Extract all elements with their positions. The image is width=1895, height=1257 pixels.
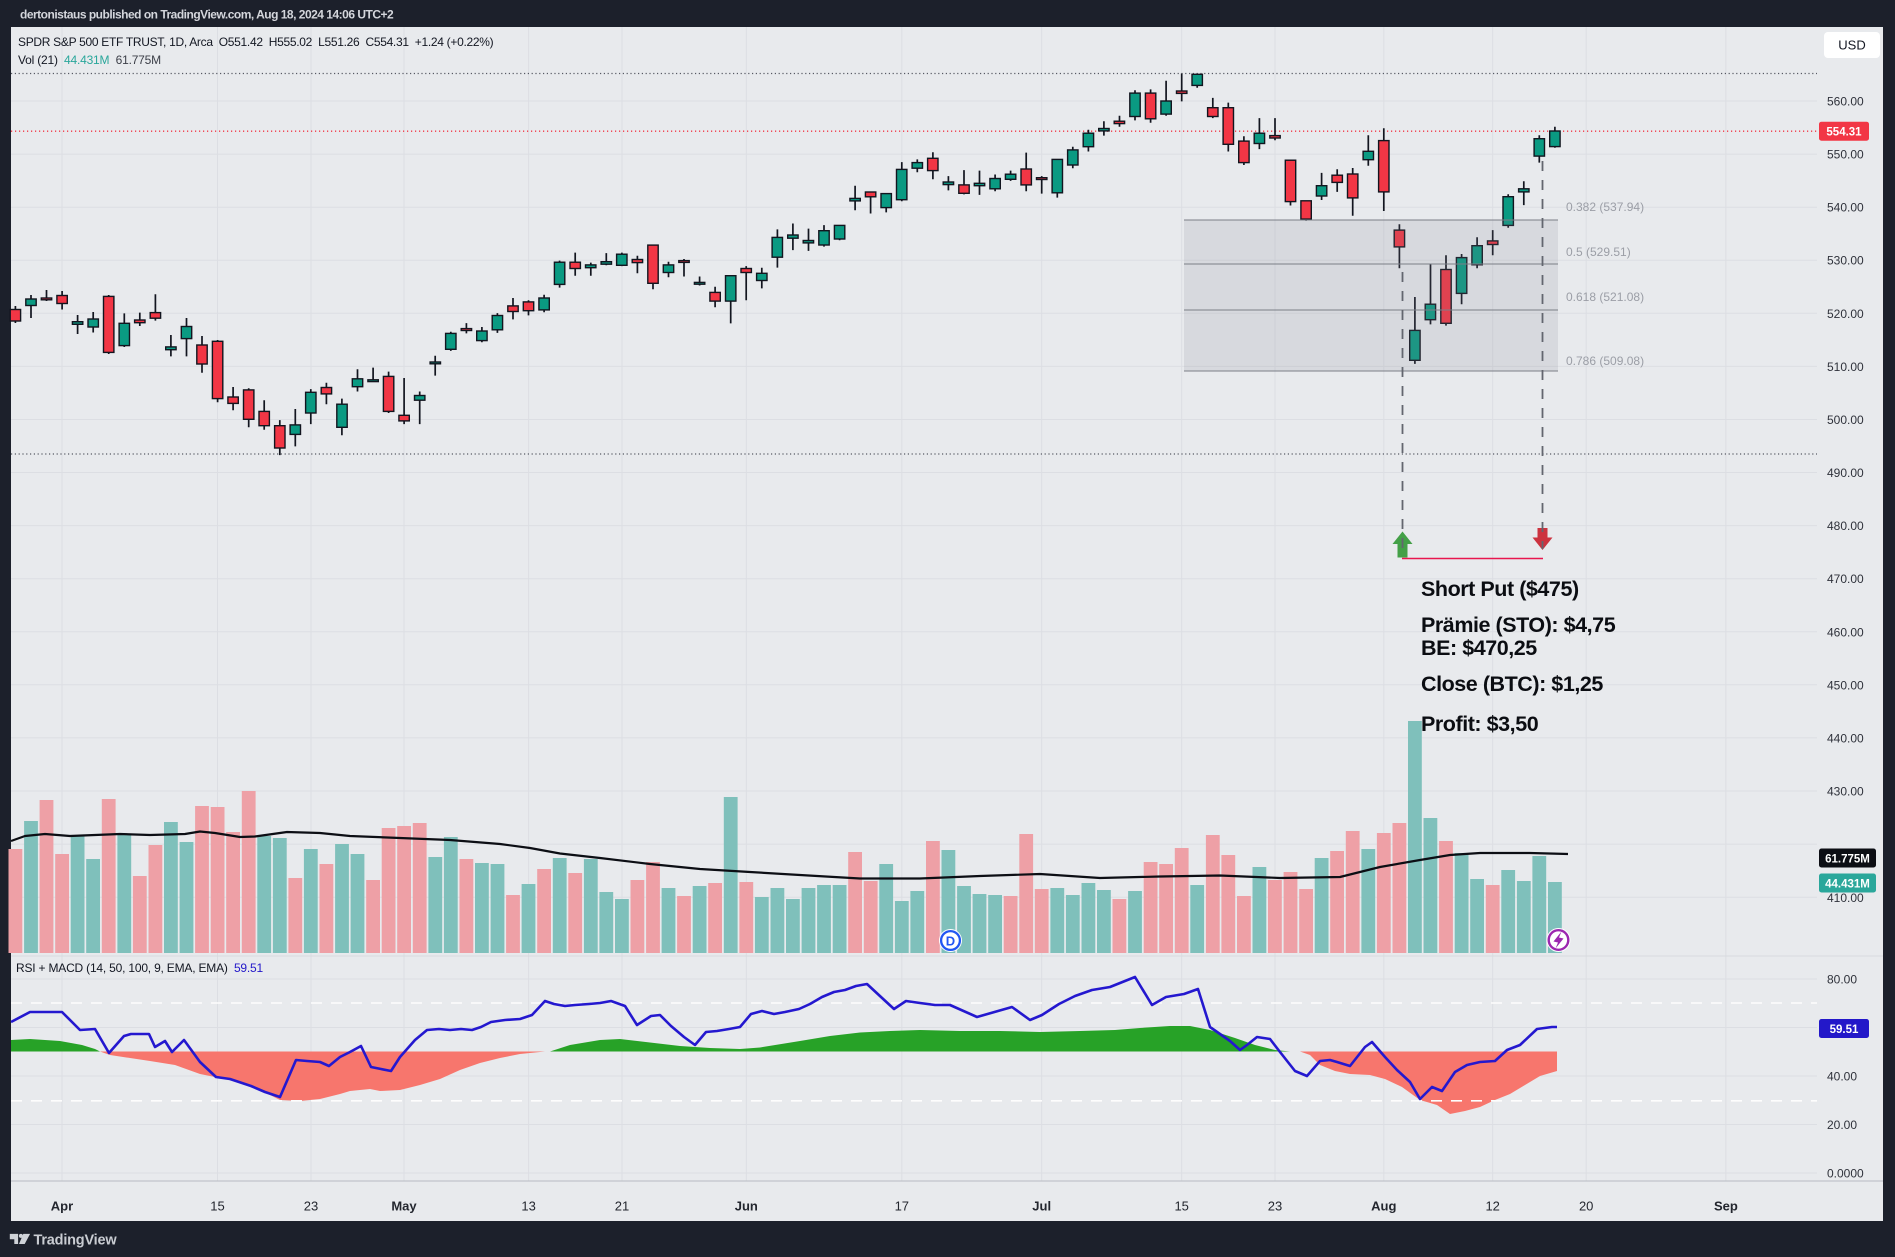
svg-text:Aug: Aug	[1371, 1199, 1396, 1214]
svg-text:40.00: 40.00	[1827, 1070, 1857, 1084]
svg-text:44.431M: 44.431M	[1825, 878, 1870, 890]
svg-text:20.00: 20.00	[1827, 1118, 1857, 1132]
svg-text:Vol (21) 44.431M 61.775M: Vol (21) 44.431M 61.775M	[18, 53, 161, 67]
svg-text:D: D	[946, 934, 955, 949]
svg-text:550.00: 550.00	[1827, 148, 1864, 162]
svg-text:17: 17	[895, 1199, 909, 1214]
svg-text:430.00: 430.00	[1827, 785, 1864, 799]
svg-text:TradingView: TradingView	[34, 1232, 118, 1248]
svg-text:59.51: 59.51	[1830, 1024, 1859, 1036]
svg-text:May: May	[391, 1199, 417, 1214]
svg-text:520.00: 520.00	[1827, 307, 1864, 321]
svg-text:450.00: 450.00	[1827, 678, 1864, 692]
svg-text:0.5 (529.51): 0.5 (529.51)	[1566, 245, 1631, 259]
svg-text:12: 12	[1485, 1199, 1499, 1214]
svg-text:Short Put ($475): Short Put ($475)	[1421, 577, 1579, 601]
svg-text:SPDR S&P 500 ETF TRUST, 1D, Ar: SPDR S&P 500 ETF TRUST, 1D, Arca O551.42…	[18, 35, 494, 49]
svg-text:540.00: 540.00	[1827, 201, 1864, 215]
svg-text:510.00: 510.00	[1827, 360, 1864, 374]
svg-text:0.786 (509.08): 0.786 (509.08)	[1566, 354, 1644, 368]
svg-text:500.00: 500.00	[1827, 413, 1864, 427]
svg-text:490.00: 490.00	[1827, 466, 1864, 480]
svg-text:20: 20	[1579, 1199, 1593, 1214]
svg-text:BE: $470,25: BE: $470,25	[1421, 636, 1537, 660]
svg-text:0.382 (537.94): 0.382 (537.94)	[1566, 200, 1644, 214]
svg-text:23: 23	[1268, 1199, 1282, 1214]
svg-text:Jul: Jul	[1032, 1199, 1051, 1214]
svg-text:61.775M: 61.775M	[1825, 853, 1870, 865]
svg-text:15: 15	[1174, 1199, 1188, 1214]
svg-text:Prämie (STO): $4,75: Prämie (STO): $4,75	[1421, 613, 1616, 637]
svg-text:21: 21	[615, 1199, 629, 1214]
svg-text:0.618 (521.08): 0.618 (521.08)	[1566, 290, 1644, 304]
svg-text:0.0000: 0.0000	[1827, 1167, 1864, 1181]
svg-text:Profit: $3,50: Profit: $3,50	[1421, 712, 1539, 736]
svg-text:470.00: 470.00	[1827, 572, 1864, 586]
svg-text:Sep: Sep	[1714, 1199, 1738, 1214]
svg-text:13: 13	[521, 1199, 535, 1214]
svg-text:Apr: Apr	[51, 1199, 73, 1214]
svg-text:USD: USD	[1838, 38, 1865, 53]
svg-text:80.00: 80.00	[1827, 973, 1857, 987]
svg-text:554.31: 554.31	[1826, 127, 1862, 139]
svg-text:15: 15	[210, 1199, 224, 1214]
svg-text:Jun: Jun	[735, 1199, 758, 1214]
svg-text:460.00: 460.00	[1827, 625, 1864, 639]
svg-text:530.00: 530.00	[1827, 254, 1864, 268]
svg-text:440.00: 440.00	[1827, 731, 1864, 745]
svg-text:RSI + MACD (14, 50, 100, 9, EM: RSI + MACD (14, 50, 100, 9, EMA, EMA) 59…	[16, 961, 264, 975]
svg-text:dertonistaus published on Trad: dertonistaus published on TradingView.co…	[20, 8, 394, 22]
svg-text:410.00: 410.00	[1827, 891, 1864, 905]
svg-text:560.00: 560.00	[1827, 95, 1864, 109]
svg-text:23: 23	[304, 1199, 318, 1214]
svg-text:Close (BTC): $1,25: Close (BTC): $1,25	[1421, 672, 1603, 696]
svg-text:480.00: 480.00	[1827, 519, 1864, 533]
